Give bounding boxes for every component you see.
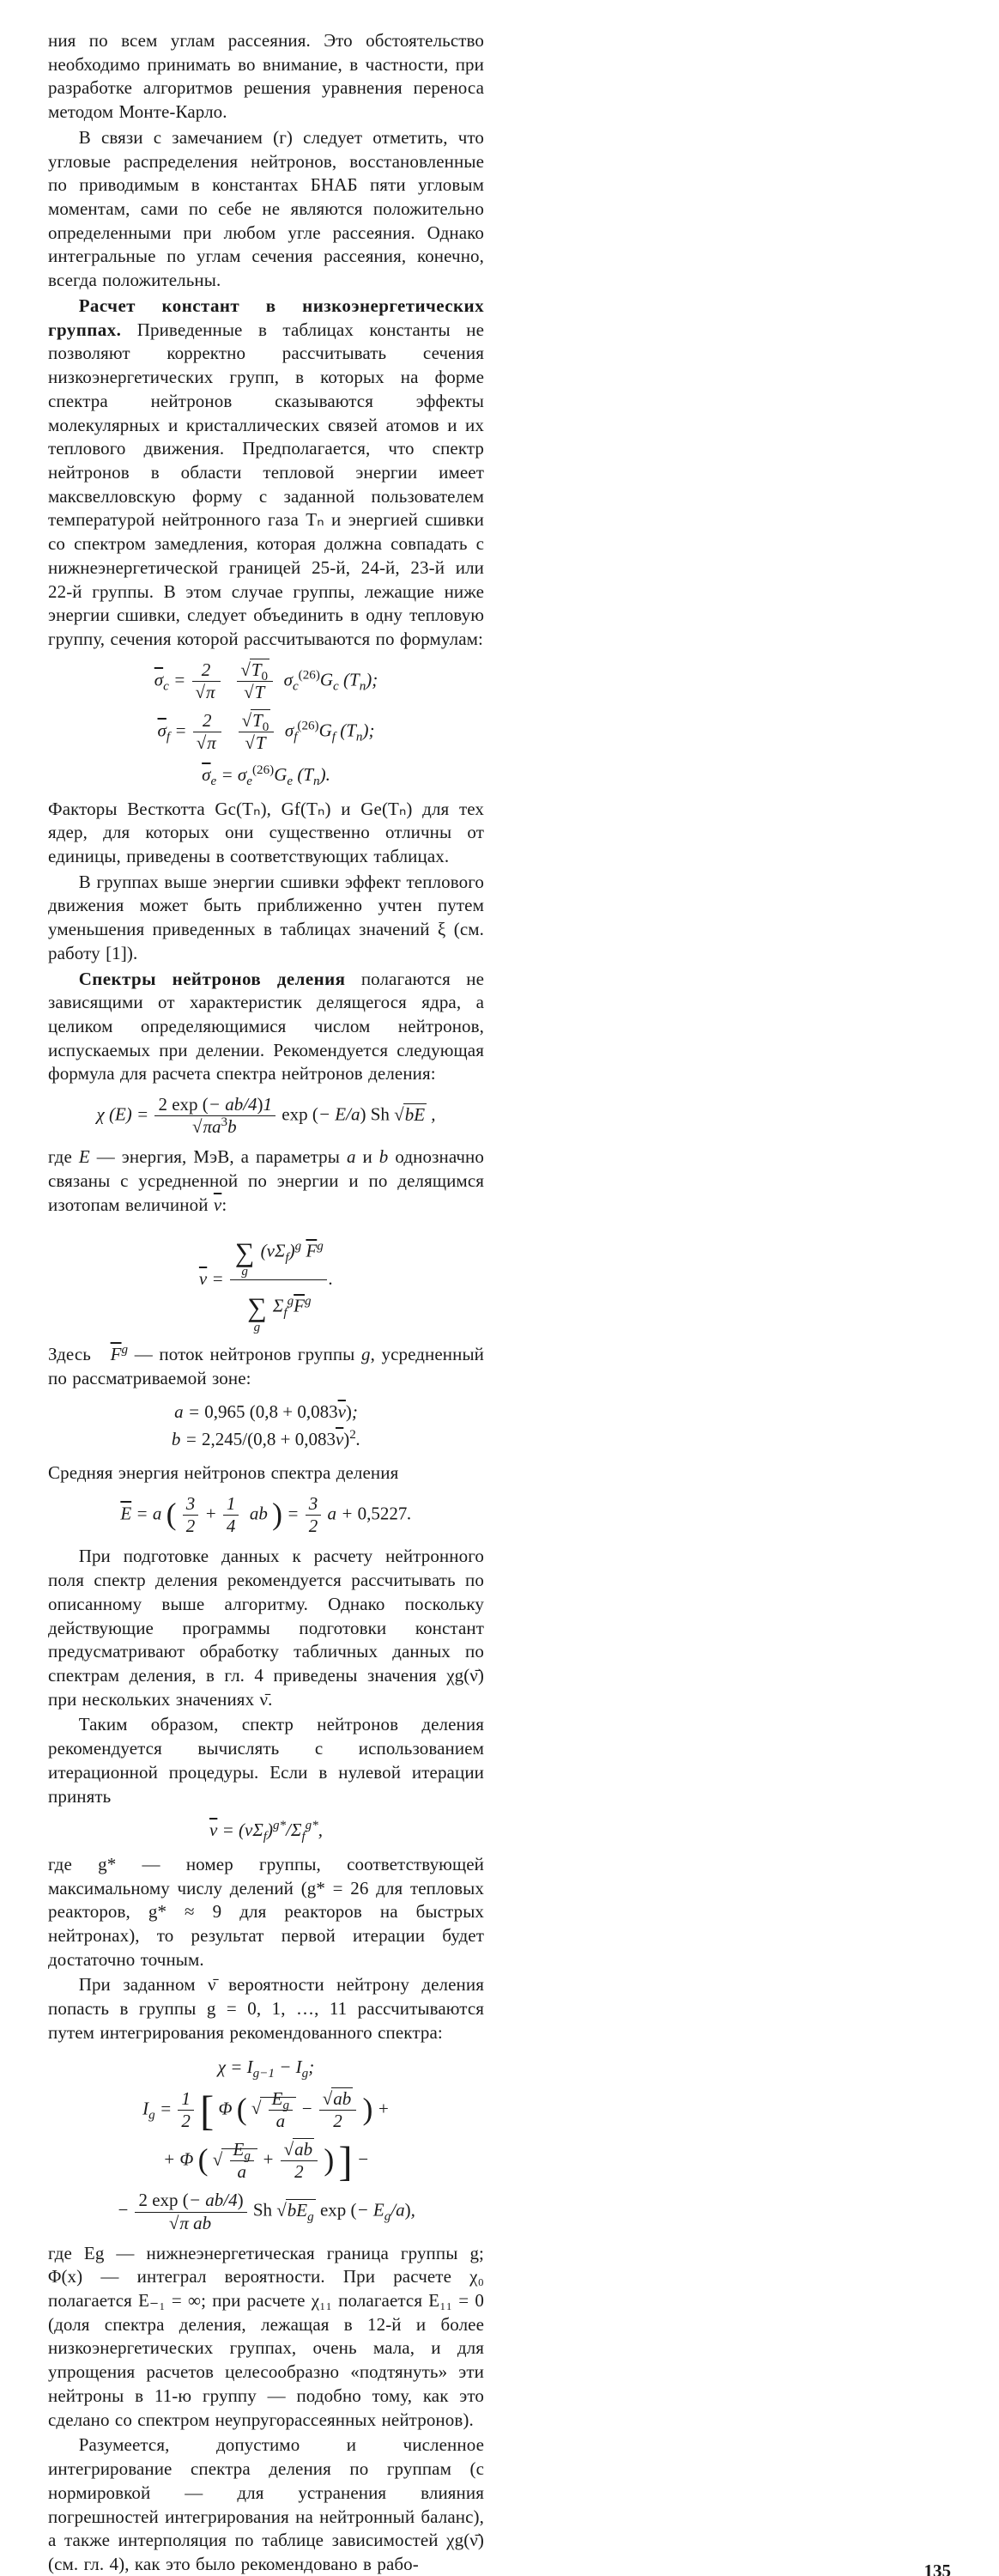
page: ния по всем углам рассеяния. Это обстоят… xyxy=(0,0,999,2576)
para-right-3: При подготовке данных к расчету нейтронн… xyxy=(48,1545,484,1711)
para-right-4: Таким образом, спектр нейтронов деления … xyxy=(48,1713,484,1808)
para-left-3-body: Приведенные в таблицах константы не позв… xyxy=(48,319,484,649)
sym-a: a xyxy=(347,1146,356,1167)
para-right-8: Разумеется, допустимо и численное интегр… xyxy=(48,2433,484,2576)
sym-Fg: Fg xyxy=(111,1344,129,1364)
formula-ab: a = 0,965 (0,8 + 0,083ν); b = 2,245/(0,8… xyxy=(48,1399,484,1453)
para-left-7: где E — энергия, МэВ, а параметры a и b … xyxy=(48,1145,484,1217)
para-left-1: ния по всем углам рассеяния. Это обстоят… xyxy=(48,29,484,125)
page-number: 135 xyxy=(924,2560,952,2576)
formula-sigma-c: σc = 2π T0 T σc(26)Gc (Tn); xyxy=(48,660,484,702)
p7a: где xyxy=(48,1146,79,1167)
para-left-5: В группах выше энергии сшивки эффект теп… xyxy=(48,871,484,966)
p7b: — энергия, МэВ, а параметры xyxy=(90,1146,347,1167)
r1a: Здесь xyxy=(48,1344,97,1364)
formula-chi-Ig-2: Ig = 12 [ Φ ( Ega − ab2 ) + xyxy=(48,2089,484,2131)
para-right-1: Здесь Fg — поток нейтронов группы g, уср… xyxy=(48,1343,484,1390)
formula-chi-Ig-1: χ = Ig−1 − Ig; xyxy=(48,2054,484,2081)
para-right-6: При заданном ν̄ вероятности нейтрону дел… xyxy=(48,1973,484,2044)
formula-sigma-f: σf = 2π T0 T σf(26)Gf (Tn); xyxy=(48,711,484,753)
formula-sigma-e: σe = σe(26)Ge (Tn). xyxy=(48,762,484,789)
para-left-4: Факторы Весткотта Gc(Tₙ), Gf(Tₙ) и Ge(Tₙ… xyxy=(48,798,484,869)
p7c: и xyxy=(356,1146,379,1167)
formula-chi-Ig-4: − 2 exp (− ab/4) π ab Sh bEg exp (− Eg/a… xyxy=(48,2190,484,2233)
r1b: — поток нейтронов группы xyxy=(128,1344,361,1364)
formula-chi-Ig-3: + Φ ( Ega + ab2 ) ] − xyxy=(48,2140,484,2182)
lead-fission-spectra: Спектры нейтронов деления xyxy=(79,969,346,989)
para-left-2: В связи с замечанием (г) следует отметит… xyxy=(48,126,484,293)
sym-E: E xyxy=(79,1146,90,1167)
para-left-3: Расчет констант в низкоэнергетических гр… xyxy=(48,295,484,652)
para-right-2: Средняя энергия нейтронов спектра делени… xyxy=(48,1461,484,1485)
sym-nu: ν xyxy=(214,1194,221,1215)
para-right-5: где g* — номер группы, соответствующей м… xyxy=(48,1853,484,1972)
sym-b: b xyxy=(379,1146,389,1167)
formula-nu-bar: ν = ∑g (νΣf)g Fg ∑g ΣfgFg . xyxy=(48,1226,484,1335)
formula-chi-E: χ (E) = 2 exp (− ab/4)1 πa3b exp (− E/a)… xyxy=(48,1095,484,1137)
para-right-7: где Eg — нижнеэнергетическая граница гру… xyxy=(48,2242,484,2433)
para-left-6: Спектры нейтронов деления полагаются не … xyxy=(48,968,484,1087)
formula-nu-iter: ν = (νΣf)g*/Σfg*, xyxy=(48,1817,484,1844)
formula-E-bar: E = a ( 32 + 14 ab ) = 32 a + 0,5227. xyxy=(48,1494,484,1536)
sym-g: g xyxy=(361,1344,371,1364)
